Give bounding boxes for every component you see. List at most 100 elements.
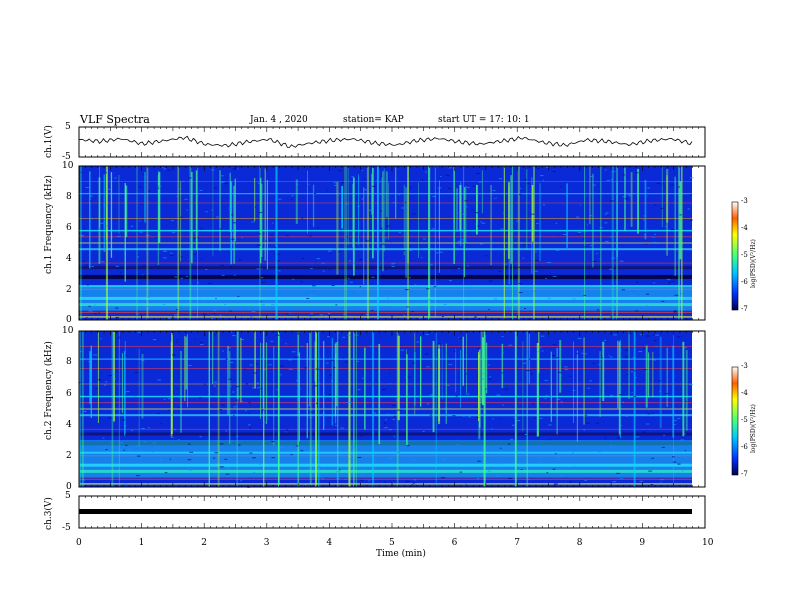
spectrogram-speckle xyxy=(580,204,582,206)
spectrogram-speckle xyxy=(405,480,410,482)
spectrogram-impulse xyxy=(233,185,236,264)
spectrogram-speckle xyxy=(501,336,504,338)
spectrogram-impulse xyxy=(514,331,517,487)
spectrogram-speckle xyxy=(250,316,253,318)
spectrogram-speckle xyxy=(428,299,433,301)
spectrogram-speckle xyxy=(610,394,613,396)
spectrogram-impulse xyxy=(589,166,591,225)
spectrogram-speckle xyxy=(321,478,324,480)
spectrogram-speckle xyxy=(471,208,474,210)
spectrogram-speckle xyxy=(653,282,656,284)
spectrogram-speckle xyxy=(455,395,458,397)
x-tick-label: 1 xyxy=(138,538,145,548)
spectrogram-speckle xyxy=(500,353,502,355)
spectrogram-speckle xyxy=(635,436,640,438)
spectrogram-speckle xyxy=(556,456,561,458)
spectrogram-speckle xyxy=(232,434,234,436)
spectrogram-speckle xyxy=(258,182,260,184)
spectrogram-speckle xyxy=(412,482,416,484)
spectrogram-impulse xyxy=(652,351,654,398)
spectrogram-speckle xyxy=(652,359,656,361)
spectrogram-band xyxy=(79,236,692,238)
spectrogram-impulse xyxy=(628,331,630,400)
x-axis-label: Time (min) xyxy=(376,549,426,559)
spectrogram-speckle xyxy=(674,294,679,296)
spectrogram-speckle xyxy=(472,287,475,289)
spectrogram-speckle xyxy=(447,167,452,169)
spectrogram-speckle xyxy=(530,213,535,215)
spectrogram-impulse xyxy=(335,353,337,424)
spectrogram-speckle xyxy=(476,417,479,418)
spectrogram-speckle xyxy=(321,410,324,412)
spectrogram-speckle xyxy=(194,338,196,340)
spectrogram-impulse xyxy=(171,333,173,434)
spectrogram-speckle xyxy=(458,337,460,339)
spectrogram-speckle xyxy=(200,344,204,346)
spectrogram-speckle xyxy=(391,404,396,406)
spectrogram-impulse xyxy=(463,187,466,278)
spectrogram-speckle xyxy=(552,468,556,470)
spectrogram-speckle xyxy=(504,388,509,390)
spectrogram-impulse xyxy=(118,175,120,234)
spectrogram-speckle xyxy=(439,251,443,253)
spectrogram-speckle xyxy=(271,304,275,306)
spectrogram-speckle xyxy=(210,318,213,320)
spectrogram-speckle xyxy=(476,173,480,174)
spectrogram-impulse xyxy=(79,331,81,487)
spectrogram-speckle xyxy=(653,241,657,243)
spectrogram-speckle xyxy=(340,427,344,429)
spectrogram-speckle xyxy=(609,236,613,238)
spectrogram-speckle xyxy=(263,476,267,478)
spectrogram-impulse xyxy=(240,337,242,403)
spectrogram-speckle xyxy=(259,233,262,235)
spectrogram-speckle xyxy=(616,437,621,439)
spectrogram-speckle xyxy=(301,258,305,260)
spectrogram-speckle xyxy=(308,183,310,185)
spectrogram-impulse xyxy=(682,341,685,437)
spectrogram-speckle xyxy=(476,478,480,480)
spectrogram-speckle xyxy=(310,411,313,413)
spectrogram-speckle xyxy=(84,264,88,266)
spectrogram-speckle xyxy=(689,194,692,196)
spectrogram-speckle xyxy=(398,232,401,234)
spectrogram-impulse xyxy=(480,331,483,404)
spectrogram-impulse xyxy=(479,349,481,428)
spectrogram-speckle xyxy=(278,270,281,272)
spectrogram-speckle xyxy=(549,396,552,398)
spectrogram-speckle xyxy=(350,446,355,448)
spectrogram-speckle xyxy=(576,352,579,354)
spectrogram-impulse xyxy=(124,351,126,436)
spectrogram-speckle xyxy=(188,443,191,445)
spectrogram-speckle xyxy=(584,414,588,416)
spectrogram-speckle xyxy=(443,304,447,306)
spectrogram-speckle xyxy=(328,394,332,396)
spectrogram-speckle xyxy=(285,343,287,345)
spectrogram-speckle xyxy=(213,457,216,459)
spectrogram-speckle xyxy=(521,276,524,278)
spectrogram-speckle xyxy=(322,270,325,272)
spectrogram-speckle xyxy=(333,248,337,250)
spectrogram-speckle xyxy=(495,197,497,199)
spectrogram-speckle xyxy=(419,248,424,250)
spectrogram-speckle xyxy=(393,435,396,437)
spectrogram-speckle xyxy=(426,366,430,368)
spectrogram-impulse xyxy=(299,352,300,442)
spectrogram-impulse xyxy=(189,166,192,320)
spectrogram-impulse xyxy=(323,341,325,430)
spectrogram-impulse xyxy=(659,336,662,429)
spectrogram-speckle xyxy=(552,344,557,346)
spectrogram-speckle xyxy=(678,186,681,188)
spectrogram-speckle xyxy=(249,364,253,366)
spectrogram-speckle xyxy=(264,369,268,371)
spec1-ytick-10: 10 xyxy=(62,161,74,171)
spectrogram-impulse xyxy=(428,166,429,320)
spectrogram-speckle xyxy=(400,349,405,351)
spectrogram-speckle xyxy=(388,372,391,374)
spectrogram-speckle xyxy=(651,412,654,414)
spectrogram-speckle xyxy=(599,227,603,229)
spectrogram-speckle xyxy=(388,383,392,385)
spectrogram-speckle xyxy=(468,416,471,418)
spectrogram-speckle xyxy=(613,334,617,336)
spectrogram-speckle xyxy=(683,433,686,435)
spectrogram-speckle xyxy=(134,372,138,374)
